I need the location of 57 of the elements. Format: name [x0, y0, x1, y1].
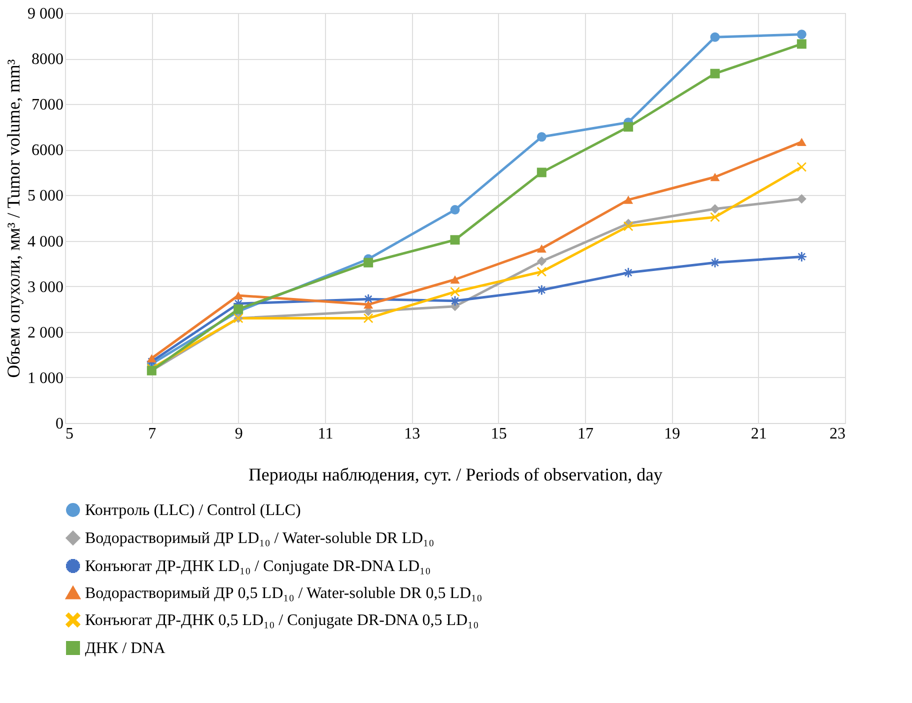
point: [364, 258, 374, 268]
point: [796, 138, 806, 146]
x-tick-label: 15: [490, 426, 507, 442]
y-tick-label: 1 000: [28, 370, 64, 387]
point: [536, 168, 546, 178]
y-tick-label: 6000: [32, 142, 64, 160]
point: [710, 32, 720, 42]
legend-label: Водорастворимый ДР LD₁₀ / Water-soluble DR LD₁₀: [85, 530, 434, 547]
point: [234, 304, 244, 314]
point: [536, 244, 546, 253]
point: [796, 252, 806, 262]
x-axis-title: Периоды наблюдения, сут. / Periods of observation, day: [248, 464, 663, 484]
point: [710, 172, 720, 182]
legend-label: Конъюгат ДР-ДНК 0,5 LD₁₀ / Conjugate DR-DNA 0,5 LD₁₀: [85, 612, 479, 629]
x-tick-label: 17: [578, 426, 594, 442]
y-tick-label: 5 000: [28, 188, 64, 205]
point: [536, 132, 546, 142]
y-axis-title: Объем опухоли, мм³ / Tumor volume, mm³: [4, 58, 24, 378]
point: [796, 162, 806, 172]
x-tick-label: 21: [750, 426, 767, 442]
x-tick-label: 19: [664, 426, 680, 442]
y-tick-label: 3 000: [28, 278, 64, 296]
x-tick-label: 9: [234, 426, 243, 442]
legend-label: ДНК / DNA: [85, 640, 166, 657]
point: [796, 39, 806, 49]
point: [710, 204, 720, 214]
point: [796, 194, 806, 204]
y-tick-label: 9 000: [28, 6, 64, 22]
point: [624, 221, 634, 231]
point: [536, 256, 546, 266]
x-tick-label: 7: [148, 426, 156, 442]
point: [450, 235, 460, 245]
x-tick-label: 13: [404, 426, 420, 442]
point: [624, 122, 634, 132]
point: [234, 291, 244, 300]
y-tick-label: 0: [56, 416, 64, 432]
legend-label: Контроль (LLC) / Control (LLC): [85, 502, 301, 519]
point: [364, 300, 374, 309]
point: [146, 354, 156, 362]
x-tick-label: 11: [318, 426, 334, 442]
x-tick-label: 23: [830, 426, 846, 442]
legend-label: Водорастворимый ДР 0,5 LD₁₀ / Water-soluble DR 0,5 LD₁₀: [85, 585, 482, 602]
y-tick-label: 2 000: [28, 324, 64, 342]
x-tick-label: 5: [66, 426, 74, 442]
point: [710, 68, 720, 78]
point: [624, 196, 634, 204]
legend-label: Конъюгат ДР-ДНК LD₁₀ / Conjugate DR-DNA LD₁₀: [85, 558, 431, 575]
point: [796, 30, 806, 40]
point: [710, 212, 720, 222]
y-tick-label: 8000: [32, 51, 64, 68]
y-tick-label: 7000: [32, 96, 64, 114]
point: [364, 313, 374, 323]
point: [450, 287, 460, 297]
point: [450, 205, 460, 215]
y-tick-label: 4 000: [28, 233, 64, 250]
point: [450, 275, 460, 284]
point: [536, 267, 546, 276]
